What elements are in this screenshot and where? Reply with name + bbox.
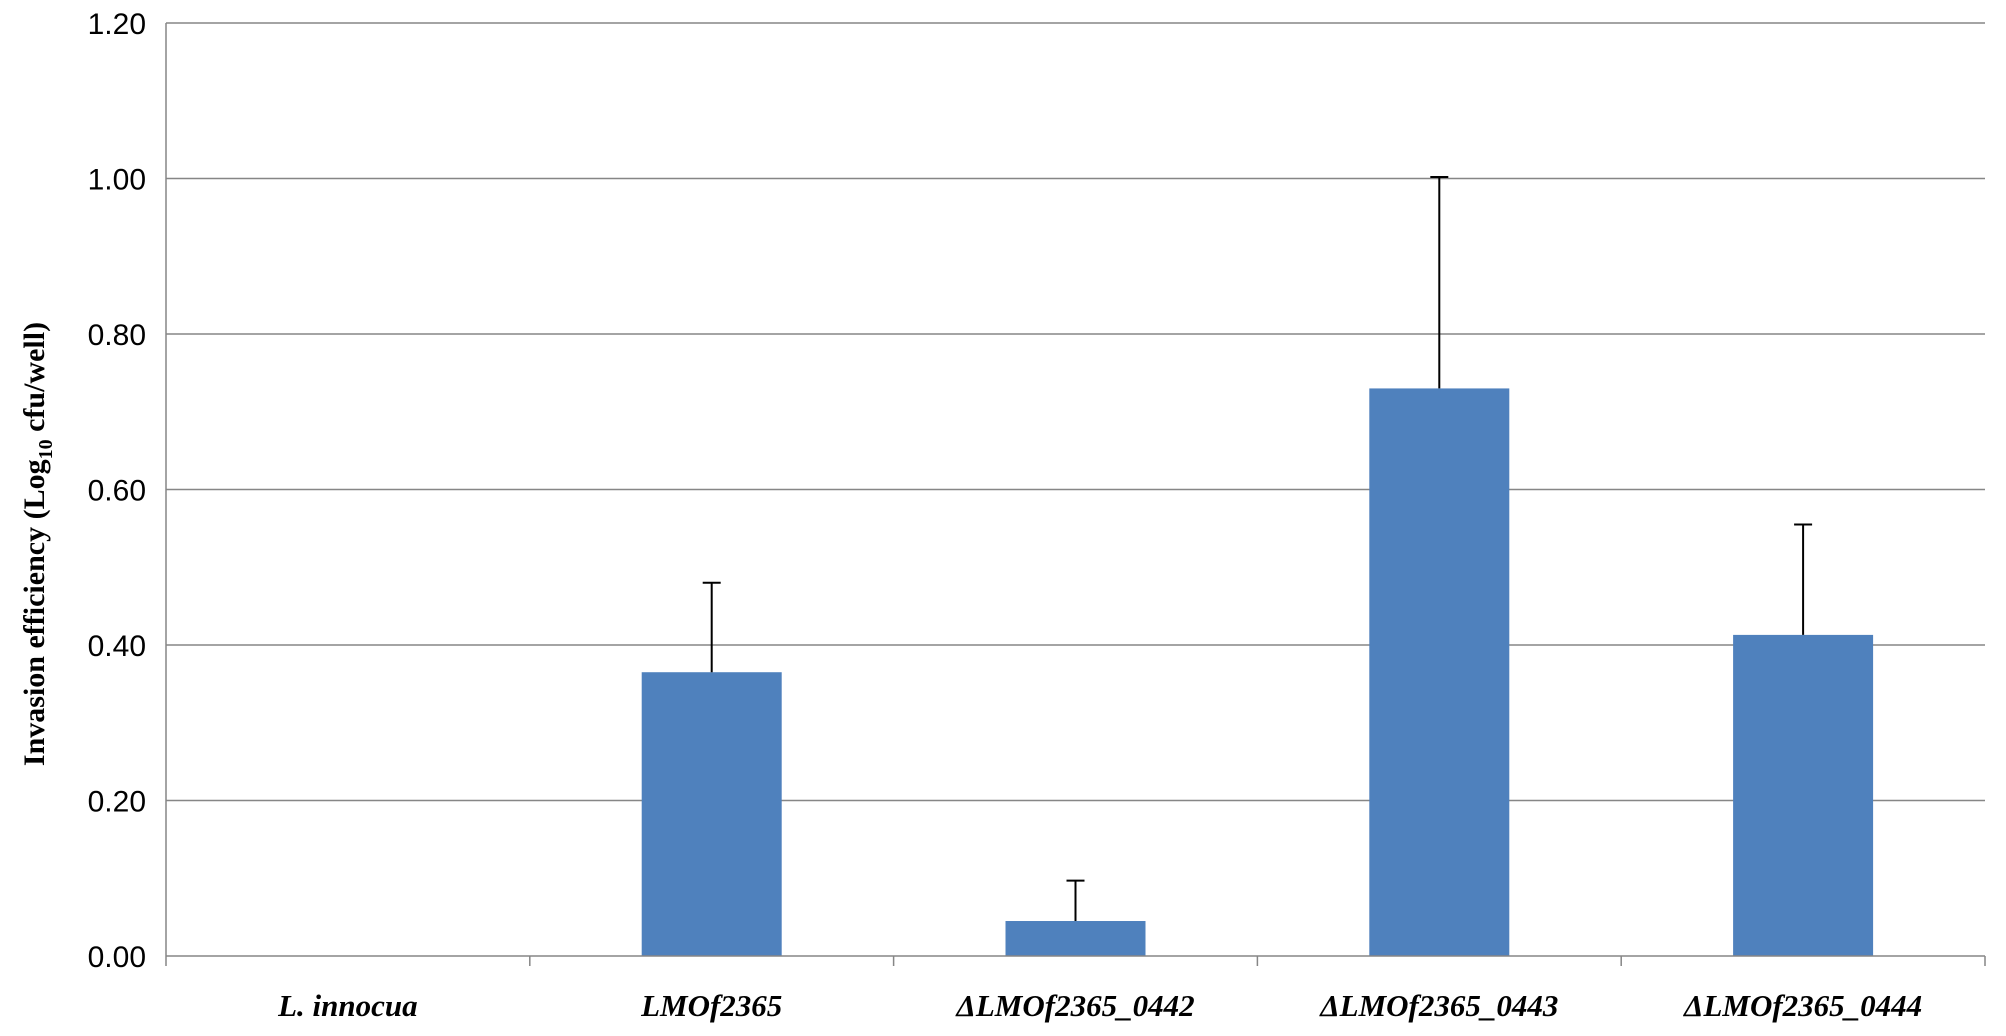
y-axis-title-prefix: Invasion efficiency (Log xyxy=(18,459,51,766)
y-tick-label: 0.20 xyxy=(88,786,146,819)
x-category-labels: L. innocua LMOf2365 ΔLMOf2365_0442 ΔLMOf236… xyxy=(277,988,1922,1023)
x-category-label: L. innocua xyxy=(277,988,418,1023)
y-tick-label: 0.00 xyxy=(88,941,146,974)
error-bars xyxy=(702,175,1813,922)
bar xyxy=(641,672,782,956)
x-category-label: ΔLMOf2365_0444 xyxy=(1682,988,1922,1023)
bar xyxy=(1369,388,1510,956)
bar xyxy=(1005,921,1146,956)
y-tick-label: 1.00 xyxy=(88,164,146,197)
x-category-label: ΔLMOf2365_0443 xyxy=(1318,988,1558,1023)
y-tick-label: 0.60 xyxy=(88,475,146,508)
x-category-label: ΔLMOf2365_0442 xyxy=(954,988,1194,1023)
x-category-label: LMOf2365 xyxy=(640,988,782,1023)
gridlines xyxy=(166,22,1985,802)
y-axis-title-subscript: 10 xyxy=(35,439,57,459)
y-tick-label: 0.80 xyxy=(88,319,146,352)
y-axis-title-suffix: cfu/well) xyxy=(18,322,51,439)
bars xyxy=(641,388,1874,956)
y-tick-label: 1.20 xyxy=(88,8,146,41)
bar xyxy=(1733,634,1874,956)
y-tick-labels: 0.00 0.20 0.40 0.60 0.80 1.00 1.20 xyxy=(88,8,146,974)
axes xyxy=(165,23,1986,966)
y-axis-title: Invasion efficiency (Log10 cfu/well) xyxy=(18,322,57,766)
y-tick-label: 0.40 xyxy=(88,630,146,663)
